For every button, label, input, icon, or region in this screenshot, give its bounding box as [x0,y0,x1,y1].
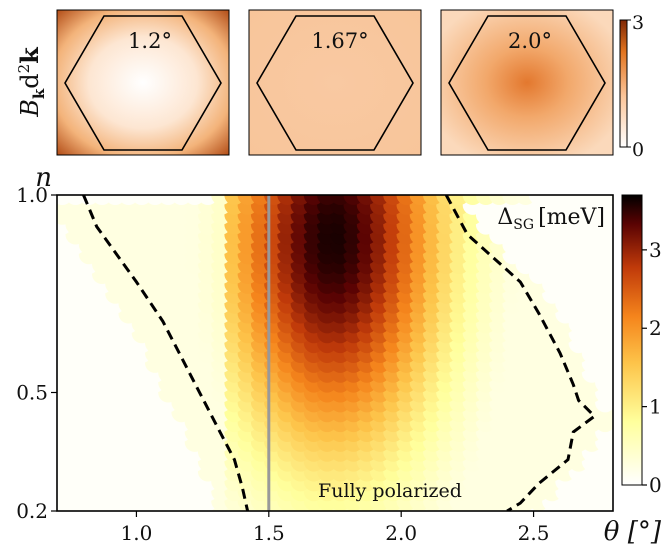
colorbar-tick-label: 0 [649,473,662,497]
bz-panel-2 [248,9,422,156]
bz-panels: 1.2° 1.67° 2.0° [56,9,614,156]
top-ylabel-k: k [15,46,44,64]
annotation: Fully polarized [318,480,462,502]
top-ylabel-d: d [16,73,44,88]
top-ylabel-sub: k [30,88,48,99]
x-tick-label: 2.0 [385,521,417,545]
bz-panel-3 [440,9,614,156]
bz-panel-label-1: 1.2° [128,29,172,53]
bz-hexagon-2 [256,15,414,151]
colorbar-title-main: Δ [497,205,513,230]
main-colorbar-ticks: 0 1 2 3 [642,238,662,497]
bz-hexagon-1 [64,15,222,151]
colorbar-tick-label: 1 [649,395,662,419]
y-tick-label: 0.2 [16,499,48,523]
x-tick-label: 1.5 [253,521,285,545]
contour-left [82,195,250,511]
main-plot: Fully polarized ΔSG [meV] 1.0 1.5 2.0 2.5 0.… [16,163,662,547]
colorbar-title: ΔSG [meV] [497,205,605,233]
main-colorbar-bar [621,194,643,486]
y-axis-ticks: 0.2 0.5 1.0 [16,183,57,523]
y-axis-label: n [35,163,52,193]
svg-text:Bkd2k: Bkd2k [15,46,48,118]
x-tick-label: 2.5 [518,521,550,545]
top-colorbar: 3 0 [619,12,644,161]
y-tick-label: 0.5 [16,381,48,405]
x-tick-label: 1.0 [121,521,153,545]
colorbar-title-sub: SG [513,217,534,233]
top-colorbar-bar [619,19,628,148]
colorbar-tick-label: 2 [649,316,662,340]
top-ylabel-main: B [16,99,44,118]
main-colorbar: 0 1 2 3 [621,194,662,497]
contour-right [444,195,597,511]
y-tick-label: 1.0 [16,183,48,207]
bz-panel-label-2: 1.67° [311,29,368,53]
top-ylabel: Bkd2k [15,46,48,118]
heatmap-points [57,195,613,511]
heatmap-point [595,195,613,205]
colorbar-title-unit: [meV] [538,205,605,230]
plot-frame [56,194,614,512]
bz-hexagon-3 [448,15,606,151]
top-colorbar-min-label: 0 [632,139,644,161]
x-axis-ticks: 1.0 1.5 2.0 2.5 [121,511,550,545]
bz-panel-1 [56,9,230,156]
x-axis-label: θ [°] [604,517,662,547]
top-colorbar-max-label: 3 [632,12,644,34]
bz-panel-label-3: 2.0° [508,29,552,53]
colorbar-tick-label: 3 [649,238,662,262]
top-ylabel-sup: 2 [15,64,33,74]
